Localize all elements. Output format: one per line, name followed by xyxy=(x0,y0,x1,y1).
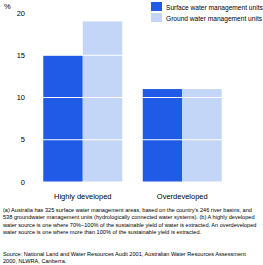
footnote: (a) Australia has 325 surface water mana… xyxy=(3,207,260,236)
legend-label: Surface water management units xyxy=(166,4,263,12)
bar xyxy=(83,21,123,182)
grid-line xyxy=(33,182,222,183)
grid-line xyxy=(33,13,222,14)
bar xyxy=(43,55,83,182)
tick-label: 20 xyxy=(17,9,25,18)
grid-line xyxy=(33,139,222,140)
tick-label: 0 xyxy=(21,178,25,187)
bars xyxy=(43,21,222,182)
legend-label: Ground water management units xyxy=(166,15,263,23)
grid-line xyxy=(33,97,222,98)
legend-swatch xyxy=(151,2,162,11)
source: Source: National Land and Water Resource… xyxy=(3,251,260,265)
tick-label: 15 xyxy=(17,51,25,60)
tick-label: 5 xyxy=(21,135,25,144)
tick-label: 10 xyxy=(17,93,25,102)
category-label: Highly developed xyxy=(54,192,112,201)
category-label: Overdeveloped xyxy=(157,192,208,201)
axis-label: % xyxy=(4,2,11,11)
grid-line xyxy=(33,55,222,56)
bar xyxy=(143,89,183,182)
legend-swatch xyxy=(151,13,162,22)
bar xyxy=(182,89,222,182)
